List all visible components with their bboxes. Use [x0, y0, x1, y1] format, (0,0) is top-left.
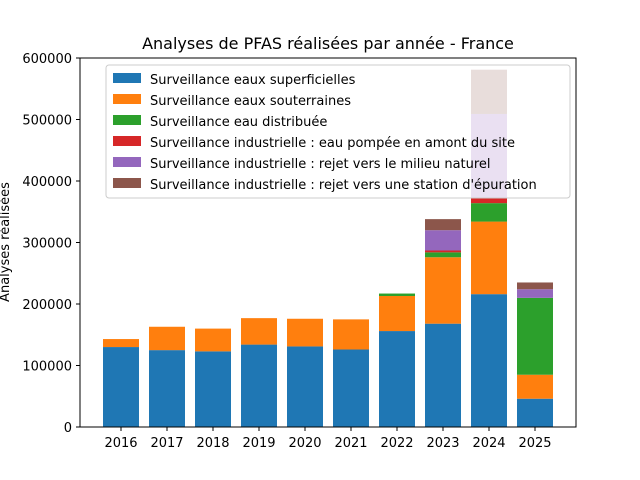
legend-box [105, 64, 571, 199]
bar-2023-series-5 [425, 219, 461, 231]
bar-2018-series-0 [195, 351, 231, 427]
bar-2025-series-0 [517, 398, 553, 427]
legend-label-4: Surveillance industrielle : rejet vers l… [150, 157, 491, 172]
legend-swatch-5 [113, 178, 141, 188]
legend-label-5: Surveillance industrielle : rejet vers u… [150, 178, 537, 193]
legend: Surveillance eaux superficielles Surveill… [105, 64, 571, 199]
bar-2023-series-3 [425, 250, 461, 253]
bar-2022-series-2 [379, 293, 415, 297]
y-tick-label-6: 600000 [22, 52, 72, 67]
bar-2022-series-1 [379, 296, 415, 332]
bar-2018-series-1 [195, 328, 231, 352]
x-tick-label-2023: 2023 [426, 436, 459, 451]
y-tick-label-0: 0 [64, 421, 72, 436]
bar-2017-series-0 [149, 350, 185, 427]
bar-2020-series-1 [287, 318, 323, 347]
bar-2024-series-2 [471, 203, 507, 222]
bar-2024-series-3 [471, 198, 507, 204]
y-tick-label-1: 100000 [22, 360, 72, 375]
y-tick-label-5: 500000 [22, 114, 72, 129]
y-axis-label: Analyses réalisées [0, 182, 13, 302]
bar-2023-series-2 [425, 252, 461, 258]
y-tick-label-4: 400000 [22, 175, 72, 190]
bar-2023-series-0 [425, 323, 461, 427]
legend-swatch-2 [113, 115, 141, 125]
bar-2024-series-1 [471, 221, 507, 295]
legend-swatch-3 [113, 136, 141, 146]
bar-2025-series-5 [517, 282, 553, 290]
legend-swatch-0 [113, 73, 141, 83]
legend-swatch-1 [113, 94, 141, 104]
chart-title: Analyses de PFAS réalisées par année - F… [142, 34, 514, 53]
bar-2023-series-4 [425, 230, 461, 251]
bar-2025-series-4 [517, 289, 553, 298]
x-tick-label-2020: 2020 [288, 436, 321, 451]
legend-label-3: Surveillance industrielle : eau pompée e… [150, 136, 515, 151]
bar-2020-series-0 [287, 346, 323, 427]
legend-label-1: Surveillance eaux souterraines [150, 94, 351, 109]
y-tick-label-2: 200000 [22, 298, 72, 313]
bar-2021-series-0 [333, 349, 369, 427]
x-tick-label-2021: 2021 [334, 436, 367, 451]
bar-2019-series-1 [241, 318, 277, 345]
axes-layer: 0 100000 200000 300000 400000 500000 600000 201… [22, 52, 577, 451]
x-tick-label-2018: 2018 [196, 436, 229, 451]
legend-swatch-4 [113, 157, 141, 167]
x-tick-label-2019: 2019 [242, 436, 275, 451]
bar-2025-series-1 [517, 374, 553, 399]
bar-2022-series-0 [379, 331, 415, 427]
legend-label-0: Surveillance eaux superficielles [150, 73, 356, 88]
bar-2025-series-2 [517, 297, 553, 375]
bar-2024-series-0 [471, 294, 507, 427]
bar-2019-series-0 [241, 344, 277, 427]
legend-label-2: Surveillance eau distribuée [150, 115, 327, 130]
bar-2023-series-1 [425, 257, 461, 324]
x-tick-label-2024: 2024 [472, 436, 505, 451]
x-tick-label-2017: 2017 [150, 436, 183, 451]
x-tick-label-2025: 2025 [518, 436, 551, 451]
y-tick-label-3: 300000 [22, 237, 72, 252]
bar-2016-series-0 [103, 347, 139, 427]
x-tick-label-2022: 2022 [380, 436, 413, 451]
x-tick-label-2016: 2016 [104, 436, 137, 451]
bar-2016-series-1 [103, 339, 139, 348]
bar-2017-series-1 [149, 326, 185, 351]
bar-2021-series-1 [333, 319, 369, 350]
